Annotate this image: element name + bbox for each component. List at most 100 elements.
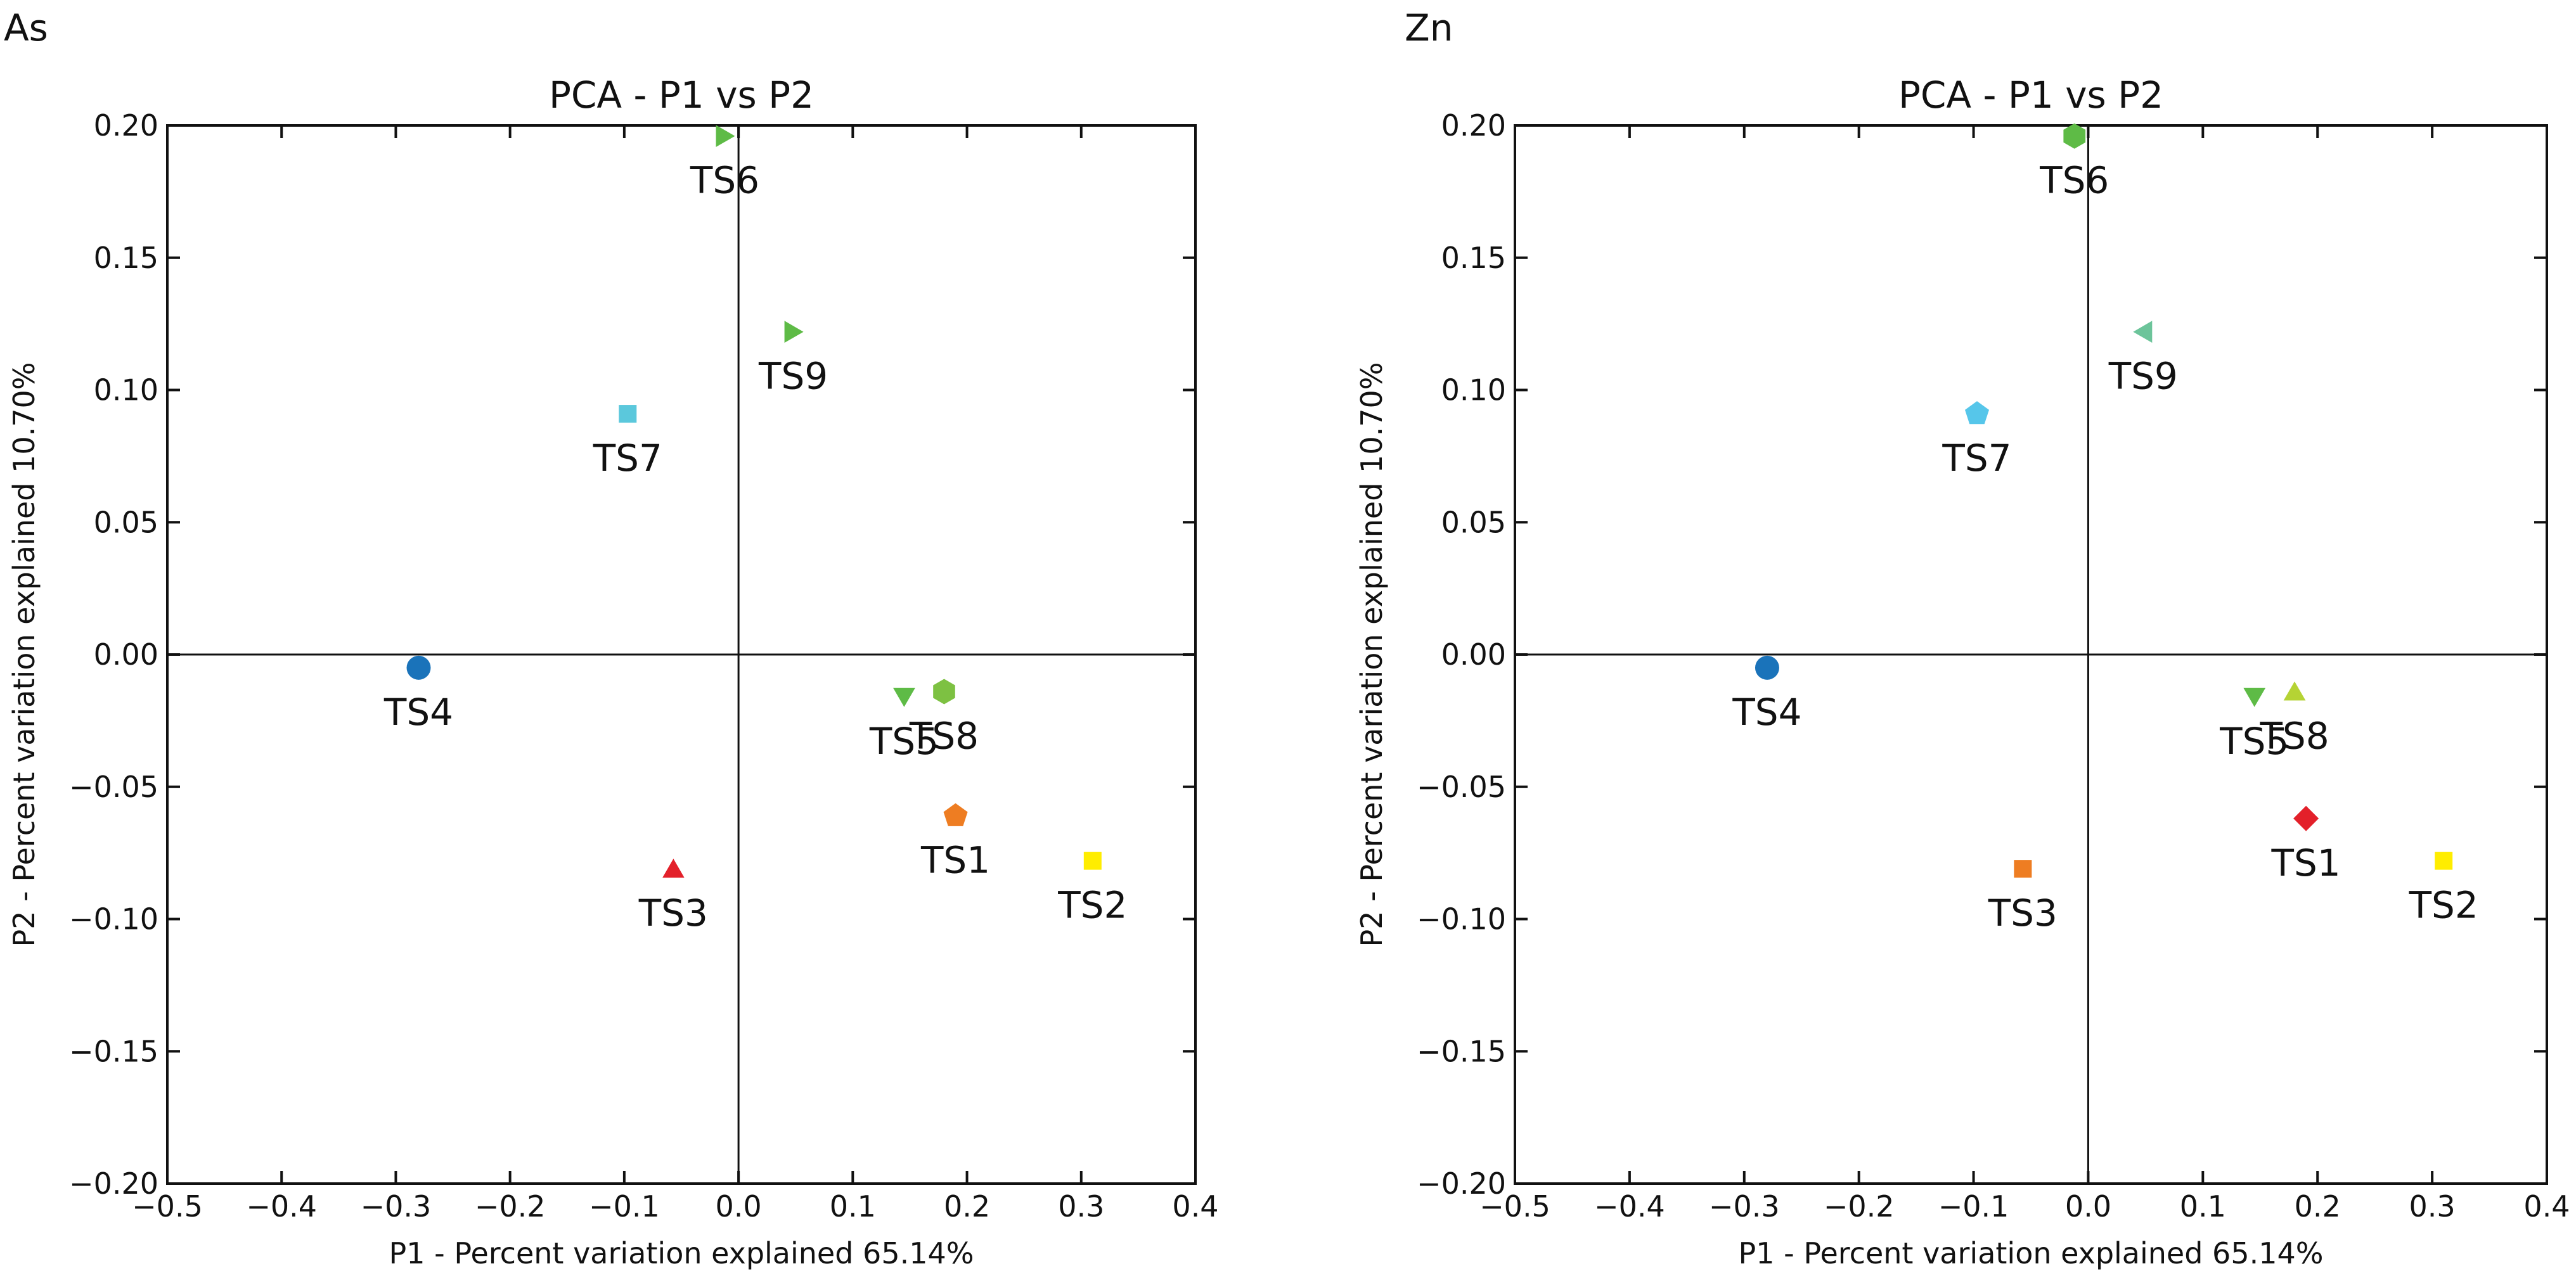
point-label-ts7: TS7 xyxy=(1942,437,2011,480)
point-marker-ts4 xyxy=(406,655,431,680)
plot-frame xyxy=(1514,124,2548,1185)
point-marker-ts1 xyxy=(943,803,968,826)
plot-frame xyxy=(166,124,1197,1185)
data-point-ts4: TS4 xyxy=(383,655,453,734)
y-tick-label: 0.20 xyxy=(1441,108,1506,143)
y-tick-label: −0.10 xyxy=(69,902,158,936)
x-tick-label: 0.0 xyxy=(716,1189,762,1224)
x-tick-label: −0.5 xyxy=(1479,1189,1550,1224)
x-tick-label: −0.5 xyxy=(132,1189,203,1224)
data-point-ts2: TS2 xyxy=(2409,852,2478,927)
data-point-ts6: TS6 xyxy=(2039,123,2109,202)
data-point-ts4: TS4 xyxy=(1732,655,1802,734)
x-tick-label: 0.1 xyxy=(830,1189,876,1224)
x-tick-label: −0.3 xyxy=(361,1189,432,1224)
chart-title: PCA - P1 vs P2 xyxy=(1898,73,2163,117)
x-tick-label: −0.3 xyxy=(1709,1189,1780,1224)
data-point-ts1: TS1 xyxy=(2271,805,2341,885)
x-tick-label: −0.2 xyxy=(1824,1189,1895,1224)
y-tick-label: 0.15 xyxy=(1441,241,1506,275)
y-tick-label: −0.05 xyxy=(69,770,158,804)
point-marker-ts5 xyxy=(2243,687,2266,707)
y-tick-label: 0.10 xyxy=(1441,373,1506,407)
data-point-ts9: TS9 xyxy=(758,321,828,398)
x-tick-label: 0.2 xyxy=(2295,1189,2341,1224)
data-point-ts7: TS7 xyxy=(1942,401,2012,480)
point-label-ts3: TS3 xyxy=(638,891,708,935)
data-point-ts5: TS5 xyxy=(2219,687,2289,763)
x-tick-label: −0.1 xyxy=(589,1189,660,1224)
data-point-ts7: TS7 xyxy=(593,405,662,480)
data-point-ts5: TS5 xyxy=(869,687,939,763)
y-tick-label: 0.20 xyxy=(94,108,158,143)
data-point-ts8: TS8 xyxy=(2259,681,2329,757)
point-marker-ts1 xyxy=(2293,805,2319,831)
y-tick-label: −0.20 xyxy=(69,1166,158,1201)
point-marker-ts8 xyxy=(933,679,955,705)
y-tick-label: 0.10 xyxy=(94,373,158,407)
point-marker-ts7 xyxy=(619,405,637,423)
point-label-ts9: TS9 xyxy=(2108,355,2178,398)
data-point-ts1: TS1 xyxy=(920,803,990,882)
y-tick-label: 0.00 xyxy=(1441,637,1506,672)
y-tick-label: 0.15 xyxy=(94,241,158,275)
point-marker-ts2 xyxy=(1083,852,1102,870)
point-label-ts3: TS3 xyxy=(1988,891,2058,935)
point-marker-ts9 xyxy=(2133,321,2153,343)
point-marker-ts8 xyxy=(2283,681,2306,701)
y-tick-label: 0.00 xyxy=(94,637,158,672)
data-point-ts2: TS2 xyxy=(1057,852,1127,927)
point-label-ts5: TS5 xyxy=(2219,720,2289,763)
x-tick-label: 0.2 xyxy=(944,1189,990,1224)
x-tick-label: −0.2 xyxy=(475,1189,546,1224)
data-point-ts9: TS9 xyxy=(2108,321,2178,398)
point-label-ts4: TS4 xyxy=(1732,691,1801,734)
point-marker-ts9 xyxy=(784,321,804,343)
point-marker-ts3 xyxy=(662,859,685,878)
point-label-ts1: TS1 xyxy=(920,839,990,882)
point-label-ts2: TS2 xyxy=(2409,884,2478,927)
y-axis-label: P2 - Percent variation explained 10.70% xyxy=(1355,362,1389,947)
y-tick-label: 0.05 xyxy=(1441,505,1506,539)
point-label-ts4: TS4 xyxy=(383,691,453,734)
data-point-ts6: TS6 xyxy=(690,125,759,202)
panel-label: As xyxy=(4,6,48,49)
data-point-ts3: TS3 xyxy=(1988,860,2058,935)
x-tick-label: 0.3 xyxy=(1058,1189,1104,1224)
point-label-ts8: TS8 xyxy=(909,714,979,757)
point-marker-ts7 xyxy=(1965,401,1989,425)
y-tick-label: −0.15 xyxy=(69,1034,158,1068)
y-tick-label: −0.05 xyxy=(1417,770,1506,804)
x-tick-label: 0.0 xyxy=(2065,1189,2111,1224)
point-label-ts9: TS9 xyxy=(758,355,828,398)
y-tick-label: −0.10 xyxy=(1417,902,1506,936)
point-label-ts8: TS8 xyxy=(2259,714,2329,757)
x-tick-label: −0.4 xyxy=(1594,1189,1665,1224)
point-label-ts7: TS7 xyxy=(593,437,662,480)
y-tick-label: 0.05 xyxy=(94,505,158,539)
point-marker-ts3 xyxy=(2014,860,2032,878)
x-tick-label: −0.1 xyxy=(1938,1189,2009,1224)
y-tick-label: −0.15 xyxy=(1417,1034,1506,1068)
panel-label: Zn xyxy=(1405,6,1453,49)
point-label-ts1: TS1 xyxy=(2271,841,2341,885)
y-tick-label: −0.20 xyxy=(1417,1166,1506,1201)
x-tick-label: −0.4 xyxy=(246,1189,317,1224)
x-tick-label: 0.4 xyxy=(2523,1189,2570,1224)
x-axis-label: P1 - Percent variation explained 65.14% xyxy=(389,1236,974,1270)
data-point-ts3: TS3 xyxy=(638,859,708,935)
point-label-ts2: TS2 xyxy=(1057,884,1127,927)
x-tick-label: 0.4 xyxy=(1172,1189,1218,1224)
point-marker-ts6 xyxy=(2063,123,2086,149)
point-label-ts5: TS5 xyxy=(869,720,939,763)
data-point-ts8: TS8 xyxy=(909,679,979,757)
point-label-ts6: TS6 xyxy=(2039,159,2109,202)
chart-title: PCA - P1 vs P2 xyxy=(549,73,814,117)
y-axis-label: P2 - Percent variation explained 10.70% xyxy=(7,362,41,947)
point-marker-ts5 xyxy=(893,687,915,707)
point-marker-ts2 xyxy=(2435,852,2453,870)
point-marker-ts6 xyxy=(716,125,735,147)
x-axis-label: P1 - Percent variation explained 65.14% xyxy=(1739,1236,2324,1270)
